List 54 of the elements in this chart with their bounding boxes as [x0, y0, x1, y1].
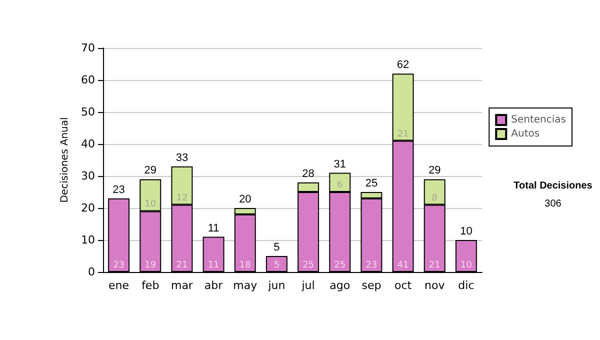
x-tick-label: feb — [142, 279, 160, 292]
total-label: 62 — [396, 59, 410, 72]
data-label: 19 — [144, 260, 156, 270]
total-label: 11 — [208, 222, 220, 234]
data-label: 18 — [239, 260, 252, 270]
total-label: 10 — [460, 226, 472, 238]
data-label: 25 — [302, 260, 314, 270]
y-tick-label: 0 — [88, 266, 95, 278]
legend-label: Sentencias — [511, 114, 566, 126]
total-label: 20 — [239, 194, 252, 206]
total-label: 33 — [176, 152, 188, 164]
x-tick-label: oct — [394, 279, 412, 292]
y-tick-label: 50 — [81, 106, 95, 118]
total-label: 23 — [112, 184, 125, 196]
y-tick-label: 70 — [81, 42, 95, 54]
data-label: 21 — [428, 260, 440, 270]
text: 306 — [544, 198, 562, 210]
y-axis-title: Decisiones Anual — [60, 117, 71, 203]
y-tick-label: 30 — [81, 170, 95, 182]
data-label: 8 — [432, 193, 438, 204]
data-label: 23 — [366, 260, 378, 270]
x-tick-label: dic — [458, 279, 474, 292]
total-label: 25 — [365, 178, 378, 190]
total-label: 29 — [144, 164, 156, 177]
y-tick-label: 10 — [81, 234, 95, 246]
data-label: 10 — [144, 200, 156, 210]
data-label: 5 — [274, 260, 280, 270]
x-tick-label: may — [233, 279, 258, 292]
text: Total Decisiones — [514, 180, 593, 192]
data-label: 41 — [397, 260, 409, 270]
x-tick-label: abr — [204, 279, 224, 292]
y-tick-label: 60 — [81, 74, 95, 86]
y-tick-label: 20 — [81, 202, 95, 214]
x-tick-label: nov — [424, 279, 446, 292]
x-tick-label: jul — [300, 279, 315, 292]
x-tick-label: mar — [170, 279, 194, 292]
data-label: 23 — [113, 260, 125, 270]
x-tick-label: jun — [267, 279, 286, 292]
total-label: 29 — [428, 164, 441, 177]
y-tick-label: 40 — [81, 138, 95, 150]
x-tick-label: ene — [108, 279, 130, 292]
data-label: 10 — [460, 260, 472, 270]
total-label: 28 — [302, 168, 314, 180]
data-label: 6 — [337, 180, 344, 190]
data-label: 11 — [208, 260, 220, 270]
data-label: 21 — [176, 260, 188, 270]
data-label: 25 — [334, 260, 346, 270]
data-label: 12 — [176, 193, 188, 204]
x-tick-label: sep — [362, 279, 382, 292]
total-label: 5 — [274, 242, 280, 254]
x-tick-label: ago — [330, 279, 350, 292]
data-label: 21 — [397, 129, 409, 140]
legend-label: Autos — [511, 128, 540, 140]
total-label: 31 — [334, 158, 346, 170]
